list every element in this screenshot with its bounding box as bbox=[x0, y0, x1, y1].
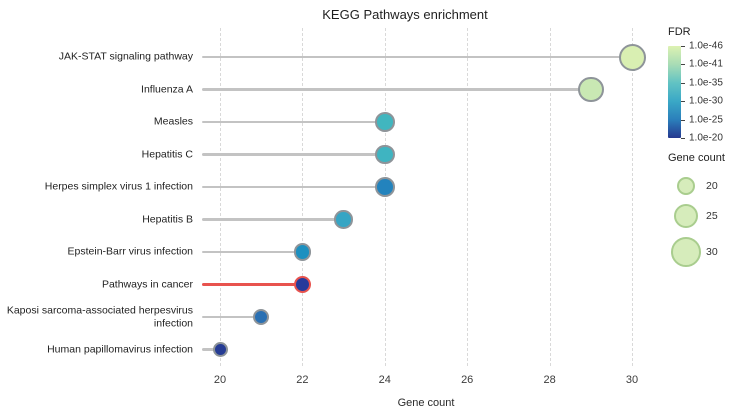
data-point[interactable] bbox=[293, 243, 312, 261]
size-legend-label: 20 bbox=[706, 180, 718, 192]
x-tick-label: 22 bbox=[296, 374, 309, 386]
category-label: Pathways in cancer bbox=[101, 278, 193, 291]
category-label: Hepatitis C bbox=[141, 148, 193, 161]
fdr-colorbar-tick bbox=[681, 138, 685, 139]
size-legend-circle bbox=[677, 177, 695, 195]
lollipop-stem bbox=[202, 218, 344, 221]
gridline bbox=[549, 28, 551, 366]
chart-title: KEGG Pathways enrichment bbox=[322, 7, 488, 22]
gridline bbox=[220, 28, 221, 366]
fdr-colorbar-tick bbox=[681, 46, 685, 47]
category-label: Epstein-Barr virus infection bbox=[67, 245, 193, 258]
fdr-tick-label: 1.0e-41 bbox=[689, 58, 723, 70]
category-label: Hepatitis B bbox=[142, 213, 193, 226]
size-legend-circle bbox=[671, 237, 701, 267]
fdr-tick-label: 1.0e-46 bbox=[689, 40, 723, 52]
lollipop-stem bbox=[202, 88, 591, 91]
category-label: Measles bbox=[153, 115, 193, 128]
gridline bbox=[632, 28, 633, 366]
fdr-tick-label: 1.0e-35 bbox=[689, 77, 723, 89]
x-tick-label: 28 bbox=[543, 374, 556, 386]
data-point[interactable] bbox=[334, 210, 353, 229]
gridline bbox=[302, 28, 304, 366]
lollipop-stem bbox=[202, 55, 632, 59]
fdr-colorbar-tick bbox=[681, 82, 685, 84]
lollipop-stem bbox=[202, 153, 385, 156]
gridline bbox=[384, 28, 386, 366]
x-tick-label: 30 bbox=[625, 374, 639, 386]
category-label: JAK-STAT signaling pathway bbox=[58, 50, 193, 63]
fdr-tick-label: 1.0e-20 bbox=[689, 132, 723, 144]
fdr-colorbar-tick bbox=[681, 64, 685, 66]
size-legend: Gene count 20 25 30 bbox=[668, 152, 748, 282]
lollipop-stem bbox=[202, 185, 385, 189]
size-legend-label: 30 bbox=[706, 246, 718, 258]
data-point[interactable] bbox=[374, 177, 395, 197]
lollipop-stem bbox=[202, 315, 262, 319]
fdr-tick-label: 1.0e-25 bbox=[689, 114, 723, 126]
fdr-legend-title: FDR bbox=[668, 26, 691, 38]
lollipop-stem bbox=[202, 250, 303, 254]
data-point[interactable] bbox=[253, 308, 270, 326]
x-axis-label: Gene count bbox=[397, 397, 455, 409]
gridline bbox=[467, 28, 469, 366]
fdr-colorbar bbox=[668, 46, 681, 138]
category-label: Kaposi sarcoma-associated herpesvirus in… bbox=[6, 304, 193, 329]
x-tick-label: 20 bbox=[213, 374, 227, 386]
size-legend-label: 25 bbox=[706, 210, 718, 222]
category-label: Influenza A bbox=[141, 83, 193, 96]
x-tick-label: 24 bbox=[378, 374, 391, 386]
lollipop-stem bbox=[202, 283, 303, 286]
size-legend-circle bbox=[674, 204, 698, 228]
x-tick-label: 26 bbox=[461, 374, 474, 386]
data-point[interactable] bbox=[374, 112, 395, 132]
fdr-colorbar-tick bbox=[681, 101, 685, 103]
data-point[interactable] bbox=[618, 43, 646, 71]
lollipop-stem bbox=[202, 348, 220, 351]
data-point[interactable] bbox=[293, 275, 312, 294]
fdr-colorbar-tick bbox=[681, 119, 685, 121]
category-label: Human papillomavirus infection bbox=[47, 343, 193, 356]
data-point[interactable] bbox=[212, 342, 228, 357]
lollipop-stem bbox=[202, 120, 385, 124]
data-point[interactable] bbox=[374, 144, 395, 165]
fdr-legend: FDR 1.0e-46 1.0e-41 1.0e-35 1.0e-30 1.0e-25 1… bbox=[668, 26, 748, 148]
fdr-tick-label: 1.0e-30 bbox=[689, 95, 723, 107]
category-label: Herpes simplex virus 1 infection bbox=[44, 180, 193, 193]
size-legend-title: Gene count bbox=[668, 152, 725, 164]
data-point[interactable] bbox=[577, 76, 604, 103]
